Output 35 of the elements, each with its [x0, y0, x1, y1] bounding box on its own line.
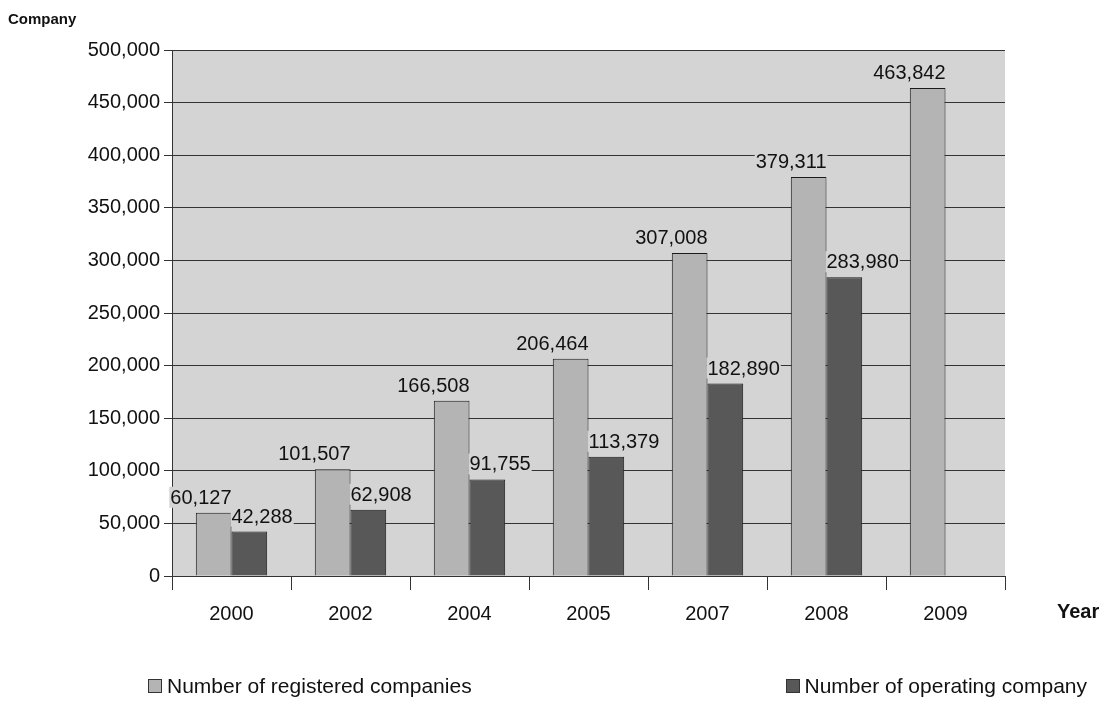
data-label: 166,508	[397, 373, 470, 396]
y-tick-label: 300,000	[87, 247, 160, 270]
data-label: 182,890	[707, 356, 780, 379]
data-label: 307,008	[635, 226, 708, 249]
y-tick-label: 0	[148, 563, 160, 586]
data-label: 113,379	[588, 429, 660, 452]
data-label: 60,127	[170, 485, 232, 508]
data-label: 206,464	[516, 331, 589, 354]
y-tick-label: 400,000	[87, 142, 160, 165]
legend-label: Number of registered companies	[167, 674, 472, 698]
x-tick-label: 2009	[923, 601, 968, 624]
y-tick-label: 50,000	[98, 510, 160, 533]
data-label: 42,288	[231, 504, 293, 527]
y-axis-title: Company	[8, 10, 77, 28]
y-tick-label: 200,000	[87, 353, 160, 376]
y-tick-label: 500,000	[87, 37, 160, 60]
data-label: 463,842	[873, 61, 946, 84]
data-label: 379,311	[755, 149, 827, 172]
data-label: 101,507	[278, 442, 351, 465]
legend-label: Number of operating company	[804, 674, 1087, 698]
x-tick-label: 2005	[566, 601, 611, 624]
x-tick-label: 2008	[804, 601, 849, 624]
y-tick-label: 100,000	[87, 458, 160, 481]
data-label: 283,980	[826, 250, 899, 273]
x-tick-label: 2004	[447, 601, 492, 624]
y-tick-label: 450,000	[87, 90, 160, 113]
x-tick-label: 2002	[328, 601, 373, 624]
y-tick-label: 150,000	[87, 405, 160, 428]
data-label: 62,908	[350, 482, 412, 505]
x-axis-title: Year	[1057, 599, 1099, 622]
x-tick-label: 2000	[209, 601, 254, 624]
y-tick-label: 350,000	[87, 195, 160, 218]
y-tick-label: 250,000	[87, 300, 160, 323]
x-tick-label: 2007	[685, 601, 730, 624]
data-label: 91,755	[469, 452, 531, 475]
